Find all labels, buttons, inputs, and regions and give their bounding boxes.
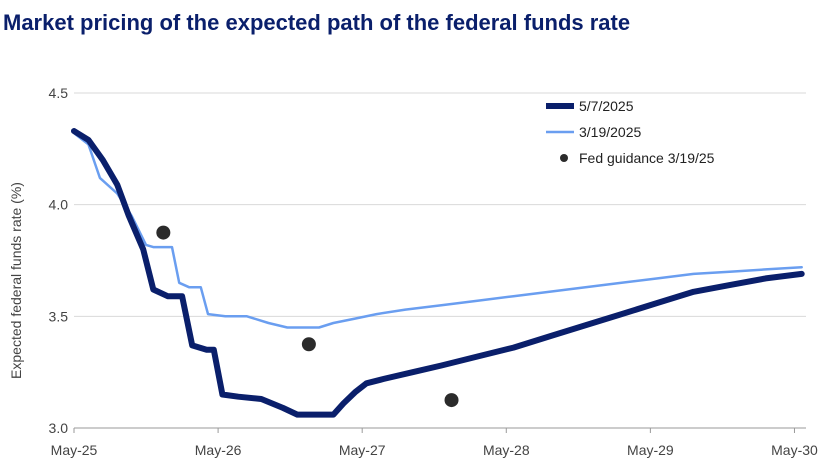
series-line-3-19-2025 — [72, 131, 803, 329]
y-tick-label: 3.5 — [49, 308, 69, 324]
legend: 5/7/2025 3/19/2025 Fed guidance 3/19/25 — [546, 98, 715, 166]
y-axis-label: Expected federal funds rate (%) — [8, 182, 24, 379]
x-tick-label: May-25 — [51, 442, 98, 458]
legend-label: Fed guidance 3/19/25 — [579, 150, 715, 166]
gridlines — [74, 92, 806, 429]
x-tick-label: May-29 — [627, 442, 674, 458]
series-layer — [71, 128, 805, 418]
x-tick-label: May-28 — [483, 442, 530, 458]
legend-swatch-dot — [560, 154, 568, 162]
series-line-5-7-2025 — [71, 128, 805, 418]
x-tick-label: May-30 — [771, 442, 818, 458]
legend-label: 5/7/2025 — [579, 98, 634, 114]
y-tick-label: 3.0 — [49, 420, 69, 436]
axis-layer: 4.5 4.0 3.5 3.0 May-25 May-26 May-27 May-28 May-… — [49, 85, 818, 458]
fed-guidance-point — [156, 225, 171, 240]
fed-guidance-point — [444, 393, 459, 408]
y-tick-label: 4.5 — [49, 85, 69, 101]
chart-title: Market pricing of the expected path of t… — [3, 10, 631, 35]
legend-label: 3/19/2025 — [579, 124, 641, 140]
x-tick-label: May-26 — [195, 442, 242, 458]
x-tick-label: May-27 — [339, 442, 386, 458]
scatter-layer — [156, 225, 459, 408]
fed-guidance-point — [301, 337, 316, 352]
y-tick-label: 4.0 — [49, 197, 69, 213]
